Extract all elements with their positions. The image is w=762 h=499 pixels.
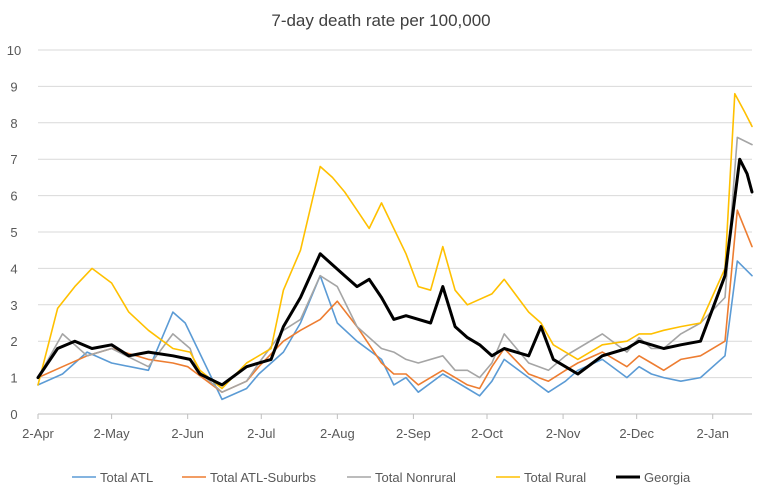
x-tick-label: 2-Aug	[320, 426, 355, 441]
x-tick-label: 2-Nov	[546, 426, 581, 441]
y-tick-label: 1	[10, 371, 17, 386]
series-line-total-atl	[37, 260, 753, 401]
y-tick-label: 9	[10, 79, 17, 94]
x-tick-label: 2-Sep	[396, 426, 431, 441]
y-tick-label: 3	[10, 298, 17, 313]
series-line-total-atl-suburbs	[37, 209, 753, 393]
x-tick-label: 2-Jun	[171, 426, 204, 441]
legend: Total ATL Total ATL-Suburbs Total Nonrural…	[72, 470, 691, 485]
y-tick-label: 10	[7, 43, 21, 58]
legend-label: Total Nonrural	[375, 470, 456, 485]
series-lines	[36, 92, 754, 401]
legend-label: Total Rural	[524, 470, 586, 485]
y-tick-label: 7	[10, 152, 17, 167]
x-tick-label: 2-Jan	[696, 426, 729, 441]
x-tick-label: 2-Oct	[471, 426, 503, 441]
y-tick-label: 0	[10, 407, 17, 422]
y-tick-label: 5	[10, 225, 17, 240]
y-tick-label: 6	[10, 189, 17, 204]
x-tick-label: 2-May	[94, 426, 131, 441]
x-tick-label: 2-Jul	[247, 426, 275, 441]
legend-label: Georgia	[644, 470, 691, 485]
chart-title: 7-day death rate per 100,000	[271, 11, 490, 30]
x-tick-label: 2-Apr	[22, 426, 54, 441]
x-tick-label: 2-Dec	[619, 426, 654, 441]
legend-label: Total ATL	[100, 470, 153, 485]
series-line-georgia	[36, 157, 754, 387]
legend-label: Total ATL-Suburbs	[210, 470, 316, 485]
y-tick-label: 8	[10, 116, 17, 131]
axes: 0 1 2 3 4 5 6 7 8 9 10 2-Apr 2-May 2-Jun 2-Jul 2-Aug 2-S…	[7, 43, 752, 441]
y-tick-label: 2	[10, 334, 17, 349]
y-tick-label: 4	[10, 261, 17, 276]
series-line-total-rural	[37, 92, 753, 390]
